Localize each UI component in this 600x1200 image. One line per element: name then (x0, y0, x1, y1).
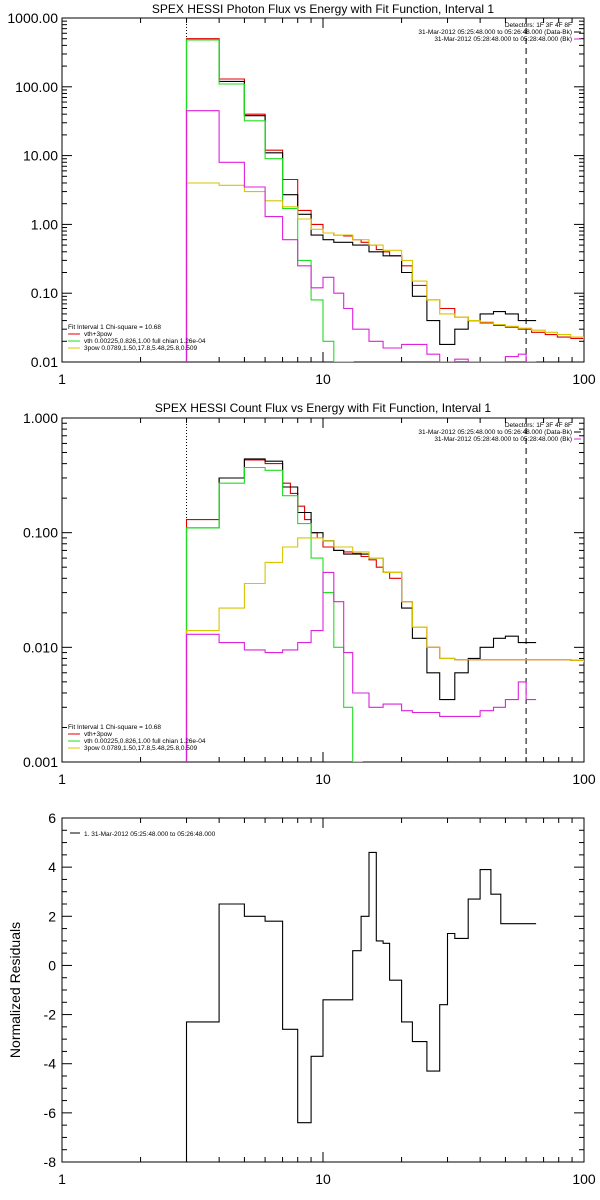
y-axis: 0.001 0.010 0.100 1.000 (23, 410, 584, 770)
x-tick-label: 1 (58, 1171, 66, 1187)
y-tick-label: 1000.00 (7, 10, 58, 26)
x-tick-label: 100 (572, 771, 596, 787)
y-tick-label: 0.010 (23, 639, 58, 655)
chart-panel-1: SPEX HESSI Photon Flux vs Energy with Fi… (7, 2, 596, 387)
y-tick-label: -8 (44, 1154, 57, 1170)
series-vth-line (185, 39, 354, 362)
y-axis: -8 -6 -4 -2 0 2 4 6 (44, 810, 584, 1170)
series-group (185, 38, 584, 362)
header-line: 31-Mar-2012 05:28:48.000 to 05:28:48.000… (434, 36, 572, 43)
series-data-line (185, 39, 537, 362)
legend-entry: Fit Interval 1 Chi-square = 10.68 (68, 724, 161, 731)
y-axis-label: Normalized Residuals (7, 922, 23, 1058)
y-tick-label: 1.000 (23, 410, 58, 426)
y-tick-label: -2 (44, 1007, 57, 1023)
x-tick-label: 10 (315, 371, 331, 387)
chart-panel-3: 1 10 100 -8 -6 -4 -2 0 2 4 6 Normalized Residuals 1.… (7, 810, 596, 1187)
x-tick-label: 1 (58, 771, 66, 787)
y-tick-label: -6 (44, 1105, 57, 1121)
x-axis: 1 10 100 (58, 818, 596, 1187)
y-tick-label: 0.001 (23, 754, 58, 770)
x-tick-label: 100 (572, 371, 596, 387)
x-tick-label: 10 (315, 1171, 331, 1187)
series-group (185, 851, 537, 1162)
series-3pow-line (185, 537, 584, 762)
legend-entry: 3pow 0.0789,1.50,17.8,5.48,25.8,0.509 (84, 345, 198, 352)
legend-entry: vth+3pow (84, 731, 112, 738)
header-line: 31-Mar-2012 05:25:48.000 to 05:26:48.000… (418, 429, 572, 436)
y-tick-label: 100.00 (15, 79, 58, 95)
x-tick-label: 10 (315, 771, 331, 787)
header-line: Detectors: 1F 3F 4F 8F (505, 22, 572, 29)
series-data-line (185, 458, 537, 762)
x-axis: 1 10 100 (58, 18, 596, 387)
legend-entry: vth 0.00225,0.826,1.00 full chian 1.26e-… (84, 738, 206, 745)
header-line: Detectors: 1F 3F 4F 8F (505, 422, 572, 429)
y-tick-label: 0.10 (31, 285, 58, 301)
header-line: 31-Mar-2012 05:28:48.000 to 05:28:48.000… (434, 436, 572, 443)
series-1-31-mar-2012-05-25-48-000-to-05-26-48-000-line (185, 851, 537, 1162)
y-tick-label: 6 (48, 810, 56, 826)
x-axis: 1 10 100 (58, 418, 596, 787)
y-tick-label: 1.00 (31, 216, 58, 232)
plot-frame (61, 817, 585, 1163)
legend-entry: 3pow 0.0789,1.50,17.8,5.48,25.8,0.509 (84, 745, 198, 752)
series-bk-line (185, 571, 537, 762)
legend-entry: vth 0.00225,0.826,1.00 full chian 1.26e-… (84, 338, 206, 345)
series-group (185, 458, 584, 762)
x-tick-label: 100 (572, 1171, 596, 1187)
y-tick-label: -4 (44, 1056, 57, 1072)
legend-entry: 1. 31-Mar-2012 05:25:48.000 to 05:26:48.… (84, 831, 216, 838)
series-vth-line (185, 466, 363, 762)
legend-entry: Fit Interval 1 Chi-square = 10.68 (68, 324, 161, 331)
y-tick-label: 10.00 (23, 148, 58, 164)
y-tick-label: 0 (48, 957, 56, 973)
y-tick-label: 0.01 (31, 354, 58, 370)
y-tick-label: 4 (48, 859, 56, 875)
chart-title: SPEX HESSI Count Flux vs Energy with Fit… (155, 401, 491, 415)
series-vth-3pow-line (185, 38, 584, 362)
y-axis: 0.01 0.10 1.00 10.00 100.00 1000.00 (7, 10, 584, 370)
header-line: 31-Mar-2012 05:25:48.000 to 05:26:48.000… (418, 29, 572, 36)
legend-entry: vth+3pow (84, 331, 112, 338)
y-tick-label: 0.100 (23, 525, 58, 541)
y-tick-label: 2 (48, 908, 56, 924)
chart-title: SPEX HESSI Photon Flux vs Energy with Fi… (152, 2, 494, 16)
series-bk-line (185, 110, 537, 362)
x-tick-label: 1 (58, 371, 66, 387)
series-vth-3pow-line (185, 459, 584, 762)
chart-panel-2: SPEX HESSI Count Flux vs Energy with Fit… (23, 401, 596, 787)
series-3pow-line (185, 182, 584, 362)
